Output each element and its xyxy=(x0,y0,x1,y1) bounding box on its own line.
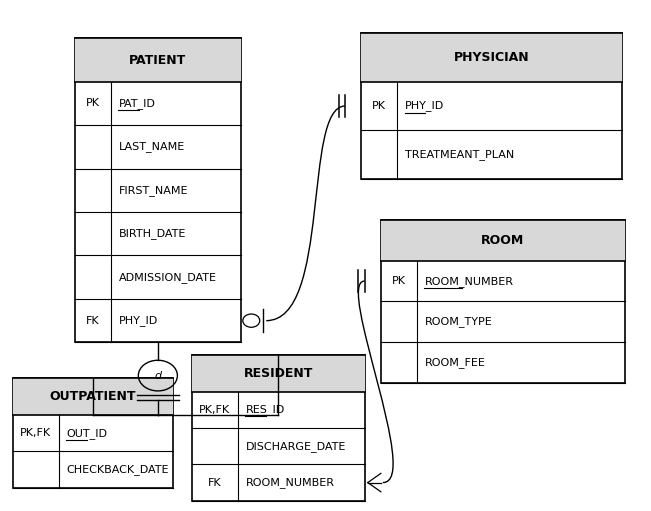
Bar xyxy=(381,220,625,383)
Text: PK: PK xyxy=(372,101,386,111)
Text: PK: PK xyxy=(86,99,100,108)
Text: PK,FK: PK,FK xyxy=(20,428,51,438)
Text: PAT_ID: PAT_ID xyxy=(118,98,156,109)
Text: ROOM: ROOM xyxy=(481,234,525,247)
Bar xyxy=(192,355,365,391)
Text: ROOM_TYPE: ROOM_TYPE xyxy=(424,316,492,328)
Text: OUTPATIENT: OUTPATIENT xyxy=(49,390,136,403)
Bar xyxy=(75,38,241,342)
Text: ADMISSION_DATE: ADMISSION_DATE xyxy=(118,272,217,283)
Text: RES_ID: RES_ID xyxy=(245,404,284,415)
Text: FIRST_NAME: FIRST_NAME xyxy=(118,185,188,196)
Text: PK,FK: PK,FK xyxy=(199,405,230,415)
Text: PK: PK xyxy=(392,276,406,286)
Bar xyxy=(13,378,173,415)
Text: FK: FK xyxy=(86,316,100,326)
Text: PHY_ID: PHY_ID xyxy=(118,315,158,326)
Bar xyxy=(192,355,365,501)
Text: DISCHARGE_DATE: DISCHARGE_DATE xyxy=(245,440,346,452)
Text: OUT_ID: OUT_ID xyxy=(66,428,107,438)
Text: FK: FK xyxy=(208,478,221,487)
Bar xyxy=(13,378,173,488)
Bar xyxy=(381,220,625,261)
Bar xyxy=(361,33,622,82)
Text: PHY_ID: PHY_ID xyxy=(405,101,444,111)
Text: LAST_NAME: LAST_NAME xyxy=(118,142,185,152)
Text: BIRTH_DATE: BIRTH_DATE xyxy=(118,228,186,239)
Text: ROOM_FEE: ROOM_FEE xyxy=(424,357,486,368)
Text: RESIDENT: RESIDENT xyxy=(243,367,313,380)
Text: d: d xyxy=(154,370,161,381)
Text: PATIENT: PATIENT xyxy=(130,54,186,66)
Text: CHECKBACK_DATE: CHECKBACK_DATE xyxy=(66,464,169,475)
Text: ROOM_NUMBER: ROOM_NUMBER xyxy=(245,477,335,488)
Bar xyxy=(361,33,622,179)
Bar xyxy=(75,38,241,82)
Text: ROOM_NUMBER: ROOM_NUMBER xyxy=(424,275,514,287)
Text: PHYSICIAN: PHYSICIAN xyxy=(454,51,529,64)
Text: TREATMEANT_PLAN: TREATMEANT_PLAN xyxy=(405,149,514,160)
